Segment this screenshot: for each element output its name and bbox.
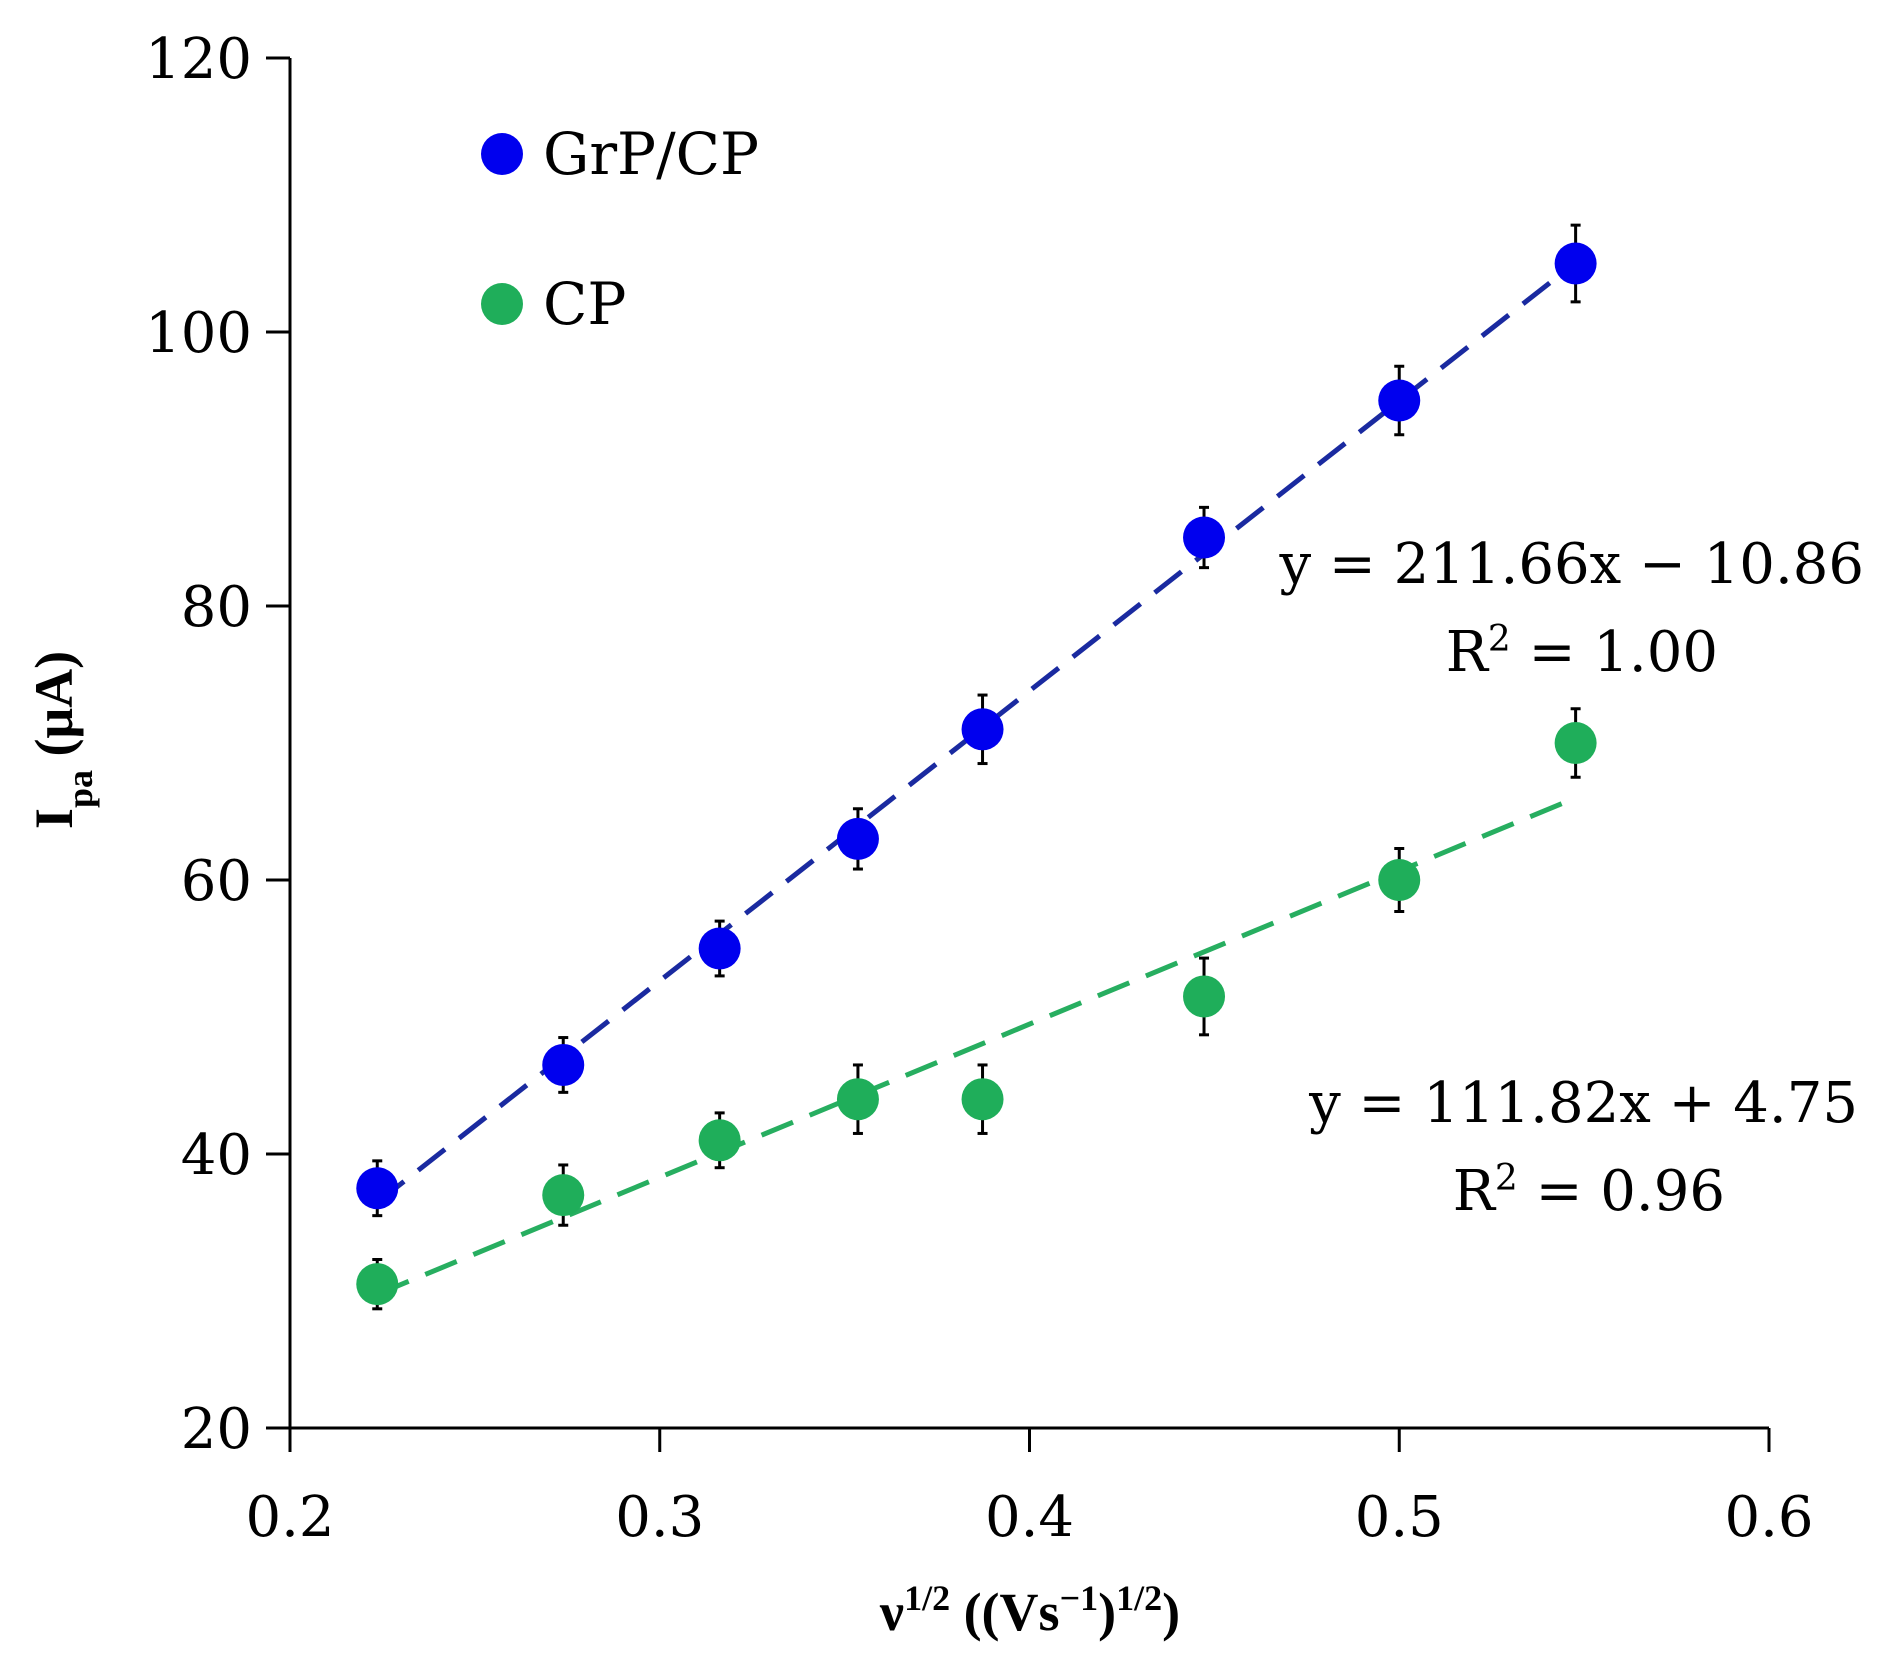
y-tick-label: 120 [145,27,252,92]
annotation-grp-cp: y = 211.66x − 10.86 R2 = 1.00 [1278,532,1864,685]
r2-cp: R2 = 0.96 [1453,1158,1725,1225]
equation-cp: y = 111.82x + 4.75 [1308,1071,1858,1136]
y-axis-title: Ipa (μA) [24,651,100,829]
r2-grp-cp: R2 = 1.00 [1446,619,1718,686]
y-tick-label: 60 [181,849,252,914]
data-point-cp [356,1263,399,1306]
data-point-grp-cp [1554,242,1597,285]
y-tick-label: 80 [181,575,252,640]
x-axis-title: ν1/2 ((Vs−1)1/2) [879,1578,1180,1642]
data-point-grp-cp [1378,379,1421,422]
data-point-cp [836,1078,879,1121]
legend-label-grp-cp: GrP/CP [543,120,759,188]
data-point-grp-cp [1183,516,1226,559]
data-point-cp [1183,975,1226,1018]
data-point-grp-cp [356,1167,399,1210]
data-points [356,242,1597,1306]
data-point-grp-cp [961,708,1004,751]
x-tick-label: 0.2 [245,1485,334,1550]
x-ticks: 0.2 0.3 0.4 0.5 0.6 [245,1428,1814,1550]
legend-marker-grp-cp [481,133,523,175]
data-point-grp-cp [542,1043,585,1086]
y-ticks: 20 40 60 80 100 120 [145,27,290,1462]
y-tick-label: 100 [145,301,252,366]
x-tick-label: 0.4 [985,1485,1074,1550]
x-tick-label: 0.6 [1724,1485,1813,1550]
data-point-cp [698,1119,741,1162]
annotation-cp: y = 111.82x + 4.75 R2 = 0.96 [1308,1071,1858,1224]
data-point-grp-cp [836,817,879,860]
data-point-grp-cp [698,927,741,970]
y-tick-label: 40 [181,1123,252,1188]
legend: GrP/CP CP [481,120,759,338]
data-point-cp [961,1078,1004,1121]
data-point-cp [1554,722,1597,764]
legend-marker-cp [481,283,523,325]
legend-label-cp: CP [543,270,626,338]
data-point-cp [542,1174,585,1217]
trendline-cp [376,795,1577,1297]
equation-grp-cp: y = 211.66x − 10.86 [1278,532,1864,597]
y-tick-label: 20 [181,1397,252,1462]
x-tick-label: 0.5 [1355,1485,1444,1550]
data-point-cp [1378,859,1421,901]
x-tick-label: 0.3 [615,1485,704,1550]
